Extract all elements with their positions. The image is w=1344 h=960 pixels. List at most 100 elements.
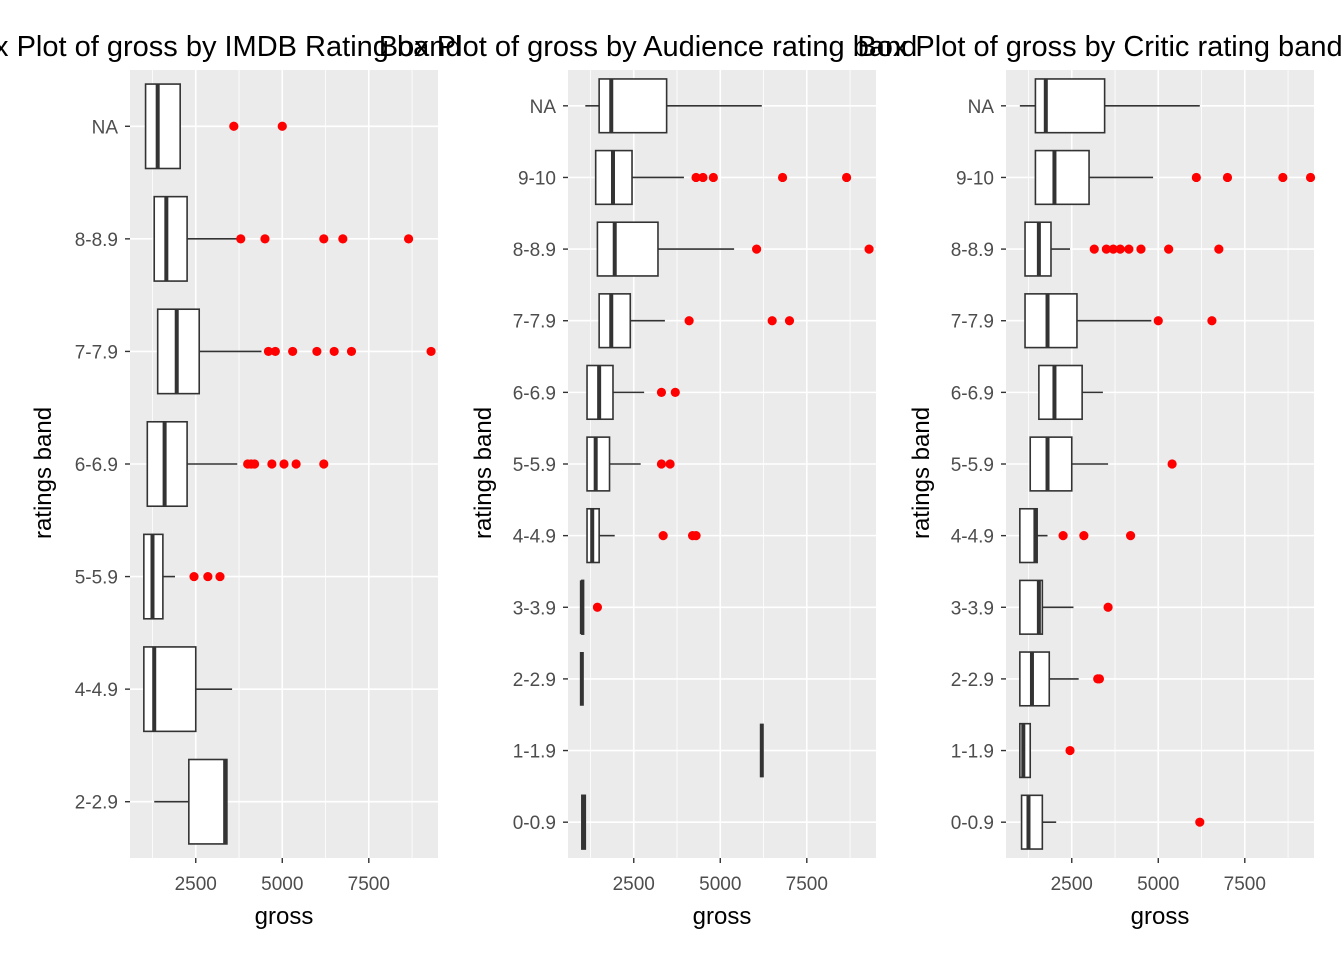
x-tick-label: 7500 [786,874,828,895]
outlier-point [1195,817,1205,827]
x-tick-label: 7500 [348,874,390,895]
outlier-point [1079,531,1089,541]
outlier-point [1103,602,1113,612]
outlier-point [189,571,199,582]
outlier-point [1164,244,1174,254]
y-tick-label: 6-6.9 [75,455,118,476]
box-7-7.9 [598,293,795,349]
box-6-6.9 [1038,364,1103,421]
y-axis-label: ratings band [908,407,935,539]
y-tick-label: NA [968,97,995,118]
outlier-point [1191,172,1201,183]
y-tick-label: 2-2.9 [513,670,556,691]
y-tick-label: 8-8.9 [951,240,994,261]
y-tick-label: 1-1.9 [513,742,556,763]
box-iqr [1029,436,1073,492]
y-tick-label: 5-5.9 [75,568,118,589]
outlier-point [784,316,795,326]
box-NA [585,78,762,134]
outlier-point [670,387,680,397]
box-4-4.9 [586,507,701,564]
outlier-point [841,172,852,183]
outlier-point [1065,745,1075,756]
y-tick-label: NA [530,97,557,118]
chart-panel-1: 2-2.9 4-4.9 5-5.9 6-6.9 7-7.9 8-8.9 NA 2500 5000… [30,70,438,930]
box-7-7.9 [156,308,436,395]
outlier-point [752,244,762,254]
outlier-point [592,602,603,612]
outlier-point [777,172,788,183]
y-axis-label: ratings band [30,407,57,539]
x-tick-label: 5000 [699,874,741,895]
y-tick-label: 4-4.9 [75,680,118,701]
outlier-point [1153,316,1163,326]
outlier-point [1115,244,1125,254]
outlier-point [1167,459,1177,469]
outlier-point [1278,172,1288,183]
box-iqr [1034,149,1090,206]
outlier-point [767,316,777,326]
outlier-point [1207,316,1217,326]
outlier-point [656,459,667,469]
outlier-point [249,459,260,469]
outlier-point [346,346,357,357]
chart-title-2: Box Plot of gross by Audience rating ban… [379,31,917,63]
box-iqr [153,195,188,282]
box-iqr [146,420,188,508]
box-2-2.9 [154,758,228,845]
x-axis-label: gross [693,903,752,930]
x-tick-label: 5000 [261,874,303,895]
box-NA [1019,78,1200,134]
chart-panel-3: 0-0.9 1-1.9 2-2.9 3-3.9 4-4.9 5-5.9 6-6.9 7-7.9… [908,70,1316,930]
outlier-point [1108,244,1118,254]
outlier-point [665,459,675,469]
outlier-point [708,172,718,183]
y-tick-label: 4-4.9 [513,527,556,548]
outlier-point [426,346,436,357]
outlier-point [684,316,694,326]
box-iqr [1024,293,1078,349]
x-tick-label: 2500 [1051,874,1093,895]
box-4-4.9 [1019,507,1136,564]
y-tick-label: 2-2.9 [75,793,118,814]
box-8-8.9 [596,221,874,277]
outlier-point [1214,244,1224,254]
outlier-point [1222,172,1233,183]
outlier-point [1101,244,1111,254]
outlier-point [319,234,329,244]
outlier-point [236,234,246,244]
y-tick-label: 9-10 [956,168,994,189]
y-tick-label: 7-7.9 [75,342,118,363]
y-tick-label: 7-7.9 [951,312,994,333]
outlier-point [291,459,301,469]
outlier-point [1305,172,1316,183]
y-tick-label: 5-5.9 [951,455,994,476]
box-9-10 [594,149,852,206]
x-axis-label: gross [1131,903,1190,930]
outlier-point [403,234,414,244]
box-iqr [598,293,632,349]
box-iqr [586,436,611,492]
outlier-point [1125,531,1136,541]
box-iqr [1020,794,1044,850]
outlier-point [691,531,701,541]
box-NA [144,83,287,170]
box-6-6.9 [146,420,329,508]
x-tick-label: 2500 [613,874,655,895]
y-tick-label: 3-3.9 [951,598,994,619]
y-tick-label: 6-6.9 [951,383,994,404]
box-8-8.9 [1024,221,1224,277]
y-tick-label: NA [92,117,119,138]
box-5-5.9 [143,533,225,620]
outlier-point [270,346,280,357]
outlier-point [656,387,667,397]
box-0-0.9 [1020,794,1205,850]
y-tick-label: 7-7.9 [513,312,556,333]
outlier-point [1124,244,1134,254]
box-3-3.9 [579,579,603,635]
box-8-8.9 [153,195,414,282]
outlier-point [1136,244,1146,254]
outlier-point [279,459,289,469]
x-tick-label: 2500 [175,874,217,895]
